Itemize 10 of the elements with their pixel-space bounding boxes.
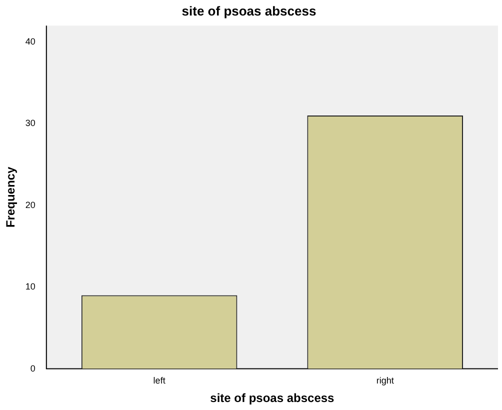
y-axis-title: Frequency [4, 166, 18, 228]
y-tick-label: 20 [25, 200, 36, 210]
x-tick-label: left [153, 376, 166, 386]
y-tick-label: 10 [25, 282, 36, 292]
chart-title: site of psoas abscess [182, 3, 316, 18]
x-tick-label: right [376, 376, 394, 386]
y-tick-label: 30 [25, 118, 36, 128]
y-tick-label: 0 [30, 363, 36, 374]
x-axis-title: site of psoas abscess [210, 391, 335, 406]
y-tick-label: 40 [25, 36, 36, 46]
